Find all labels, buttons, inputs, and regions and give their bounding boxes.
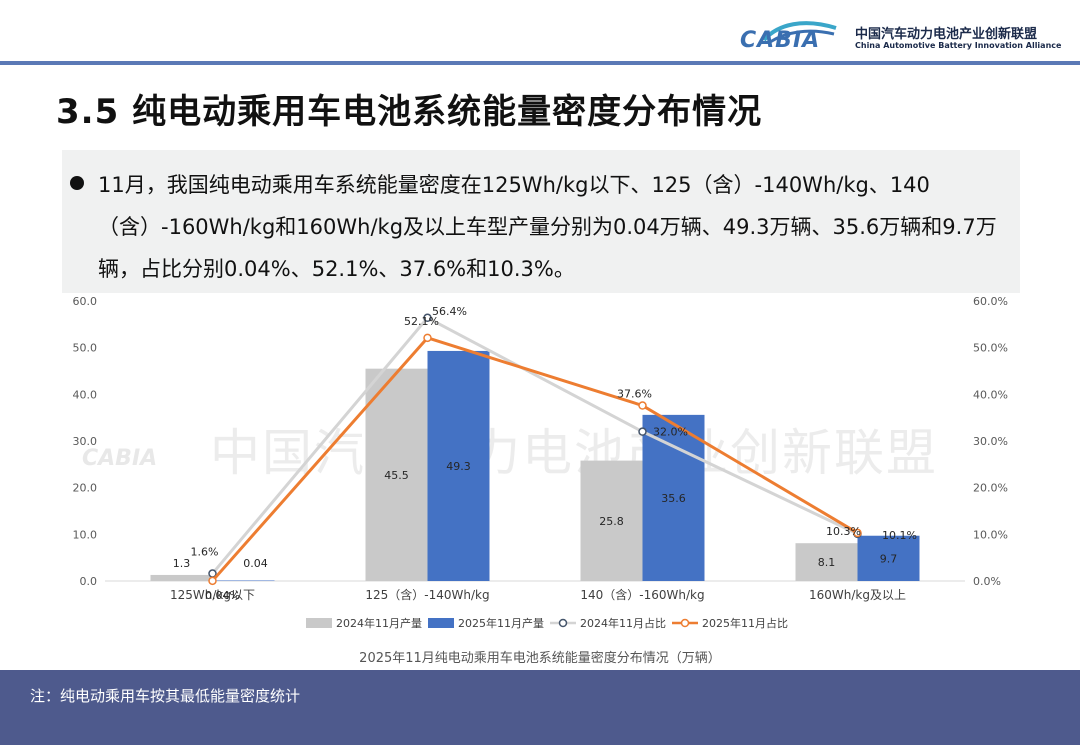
bullet-dot	[70, 176, 84, 190]
legend-swatch	[428, 618, 454, 628]
y-right-tick-label: 30.0%	[973, 435, 1008, 448]
bar-2025	[212, 580, 275, 581]
y-right-tick-label: 0.0%	[973, 575, 1001, 588]
bar-value-label: 1.3	[173, 557, 191, 570]
line-value-label: 56.4%	[432, 305, 467, 318]
line-point-2024	[638, 427, 647, 436]
bar-value-label: 9.7	[880, 552, 898, 565]
chart-title: 2025年11月纯电动乘用车电池系统能量密度分布情况（万辆）	[359, 650, 721, 666]
line-value-label: 52.1%	[404, 315, 439, 328]
bar-value-label: 0.04	[243, 557, 268, 570]
line-value-label: 32.0%	[653, 426, 688, 439]
footer-bar: 注：纯电动乘用车按其最低能量密度统计	[0, 670, 1080, 745]
chart-svg: CABIA 中国汽车动力电池产业创新联盟 0.0 10.0 20.0 30.0 40.0 5…	[73, 295, 1008, 666]
legend-label: 2025年11月产量	[458, 616, 544, 630]
line-value-label: 37.6%	[617, 388, 652, 401]
line-point-2025	[208, 576, 217, 586]
y-left-tick-label: 60.0	[73, 295, 98, 308]
bar-2024	[795, 543, 858, 581]
x-tick-label: 125Wh/kg以下	[170, 588, 255, 602]
x-tick-label: 140（含）-160Wh/kg	[580, 587, 704, 602]
footer-note: 注：纯电动乘用车按其最低能量密度统计	[30, 687, 301, 705]
bar-value-label: 35.6	[661, 492, 686, 505]
bar-2024	[580, 460, 643, 581]
header-bar: CABIA 中国汽车动力电池产业创新联盟 China Automotive Ba…	[0, 0, 1080, 65]
bar-2025	[857, 535, 920, 581]
line-value-label: 10.3%	[826, 525, 861, 538]
chart: CABIA 中国汽车动力电池产业创新联盟 0.0 10.0 20.0 30.0 40.0 5…	[0, 293, 1080, 670]
bar-value-label: 49.3	[446, 460, 471, 473]
line-value-label: 0.04%	[205, 589, 240, 602]
line-point-2025	[638, 401, 647, 410]
cabia-logo: CABIA 中国汽车动力电池产业创新联盟 China Automotive Ba…	[738, 14, 1078, 56]
y-left-tick-label: 10.0	[73, 528, 98, 541]
bar-value-label: 8.1	[818, 556, 836, 569]
summary-box: 11月，我国纯电动乘用车系统能量密度在125Wh/kg以下、125（含）-140…	[62, 150, 1020, 293]
line-value-label: 10.1%	[882, 529, 917, 542]
watermark-logo: CABIA	[82, 446, 157, 471]
line-2024-share	[211, 316, 859, 575]
bar-value-label: 45.5	[384, 469, 409, 482]
bar-2025	[642, 414, 705, 581]
legend-label: 2024年11月产量	[336, 616, 422, 630]
legend-label: 2024年11月占比	[580, 616, 666, 630]
legend-swatch	[306, 618, 332, 628]
x-tick-label: 125（含）-140Wh/kg	[365, 587, 489, 602]
line-point-2025	[423, 333, 432, 343]
y-left-tick-label: 30.0	[73, 435, 98, 448]
bar-2024	[150, 574, 213, 581]
y-right-tick-label: 20.0%	[973, 482, 1008, 495]
legend-marker	[680, 618, 690, 628]
line-point-2025	[853, 528, 862, 538]
y-left-tick-label: 50.0	[73, 342, 98, 355]
y-left-tick-label: 20.0	[73, 482, 98, 495]
y-left-tick-label: 40.0	[73, 388, 98, 401]
bar-2024	[365, 368, 428, 581]
y-right-tick-label: 50.0%	[973, 342, 1008, 355]
bar-2025	[427, 350, 490, 581]
summary-text: 11月，我国纯电动乘用车系统能量密度在125Wh/kg以下、125（含）-140…	[98, 173, 997, 281]
x-tick-label: 160Wh/kg及以上	[809, 588, 906, 602]
y-right-tick-label: 60.0%	[973, 295, 1008, 308]
bar-value-label: 25.8	[599, 515, 624, 528]
line-2025-share	[211, 336, 859, 582]
line-point-2024	[423, 313, 432, 323]
watermark-text: 中国汽车动力电池产业创新联盟	[210, 424, 938, 482]
header-rule	[0, 61, 1080, 65]
y-right-tick-label: 10.0%	[973, 528, 1008, 541]
y-right-tick-label: 40.0%	[973, 388, 1008, 401]
org-name-cn: 中国汽车动力电池产业创新联盟	[855, 27, 1038, 42]
logo-word: CABIA	[740, 28, 821, 53]
legend-marker	[558, 618, 568, 628]
y-left-tick-label: 0.0	[80, 575, 98, 588]
legend-label: 2025年11月占比	[702, 616, 788, 630]
line-value-label: 1.6%	[191, 546, 219, 559]
org-name-en: China Automotive Battery Innovation Alli…	[855, 41, 1062, 50]
page-title: 3.5 纯电动乘用车电池系统能量密度分布情况	[56, 92, 763, 132]
car-silhouette-icon	[762, 21, 837, 44]
